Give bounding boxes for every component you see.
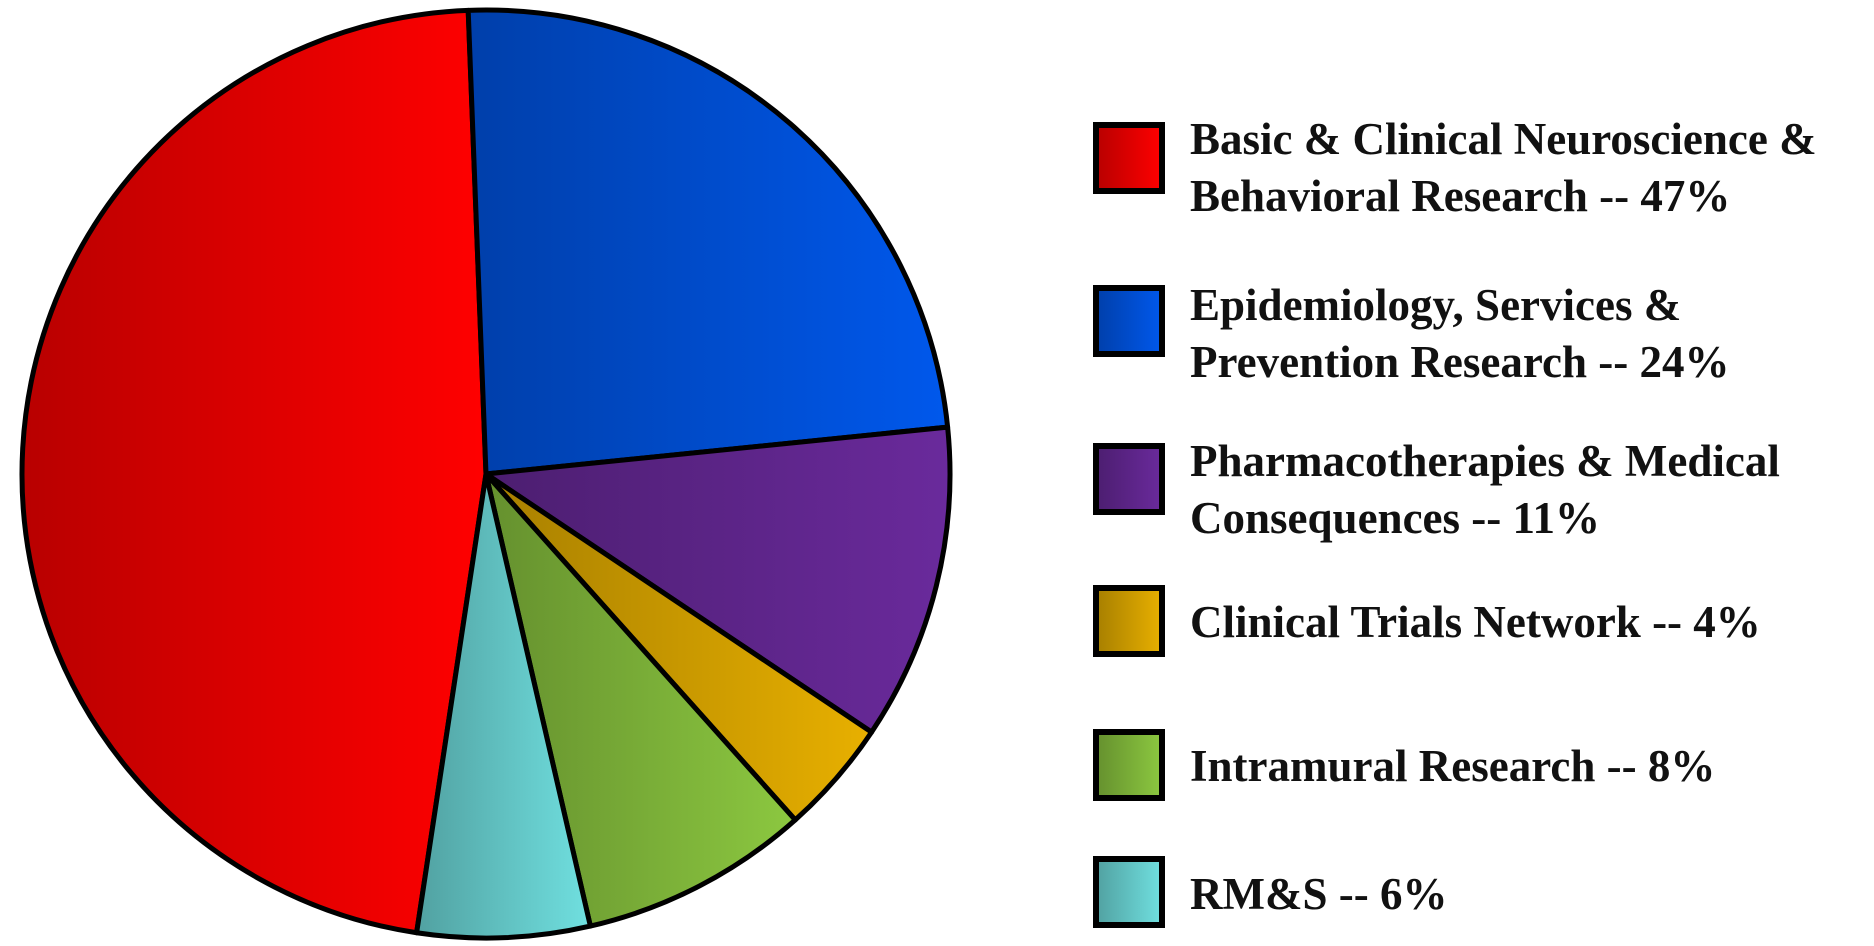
pie-slice xyxy=(414,471,593,941)
legend-label: Basic & Clinical Neuroscience & Behavior… xyxy=(1190,114,1817,221)
pie-slice xyxy=(483,424,953,735)
legend-swatch xyxy=(1093,443,1165,515)
legend-label: Intramural Research -- 8% xyxy=(1190,741,1716,791)
pie-slice xyxy=(465,7,951,477)
legend-swatch xyxy=(1093,122,1165,194)
pie-slice xyxy=(483,471,798,929)
pie-slice xyxy=(19,7,489,936)
legend-label: RM&S -- 6% xyxy=(1190,869,1448,919)
legend-swatch xyxy=(1093,856,1165,928)
legend-label: Epidemiology, Services & Prevention Rese… xyxy=(1190,280,1730,387)
legend-swatch xyxy=(1093,585,1165,657)
legend-swatch xyxy=(1093,285,1165,357)
legend-swatch xyxy=(1093,729,1165,801)
legend-label: Clinical Trials Network -- 4% xyxy=(1190,597,1761,647)
legend-label: Pharmacotherapies & Medical Consequences… xyxy=(1190,436,1780,543)
